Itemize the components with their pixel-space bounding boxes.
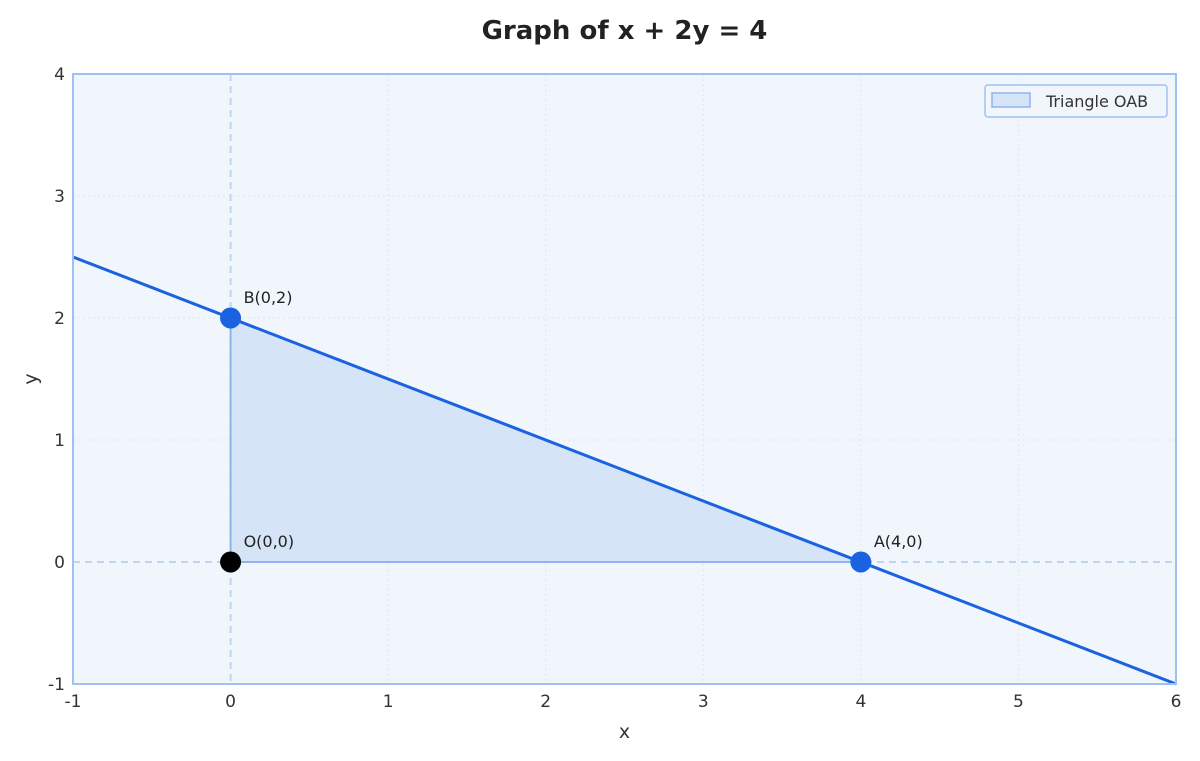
- y-tick-label: 0: [54, 553, 65, 573]
- x-tick-label: 0: [225, 692, 236, 712]
- x-tick-label: 3: [698, 692, 709, 712]
- equation-line: [72, 255, 1177, 686]
- y-tick-label: -1: [48, 675, 65, 695]
- point-label-o: O(0,0): [244, 532, 295, 551]
- point-o: [220, 551, 242, 573]
- y-tick-label: 1: [54, 431, 65, 451]
- point-label-b: B(0,2): [244, 288, 293, 307]
- legend: Triangle OAB: [984, 84, 1168, 118]
- y-tick-label: 2: [54, 309, 65, 329]
- tick-labels: -1 0 1 2 3 4 5 6 -1 0 1 2 3 4: [48, 65, 1181, 712]
- plot-frame: [72, 73, 1177, 685]
- x-tick-label: -1: [65, 692, 82, 712]
- legend-label-triangle-oab: Triangle OAB: [1045, 92, 1148, 111]
- x-tick-label: 4: [855, 692, 866, 712]
- y-tick-label: 3: [54, 187, 65, 207]
- x-tick-label: 1: [383, 692, 394, 712]
- x-tick-label: 2: [540, 692, 551, 712]
- x-tick-label: 5: [1013, 692, 1024, 712]
- y-axis-label: y: [20, 373, 42, 384]
- points: O(0,0) A(4,0) B(0,2): [220, 288, 923, 573]
- y-tick-label: 4: [54, 65, 65, 85]
- point-b: [220, 307, 242, 329]
- x-axis-label: x: [619, 721, 630, 743]
- point-label-a: A(4,0): [874, 532, 923, 551]
- chart-title: Graph of x + 2y = 4: [482, 16, 768, 46]
- grid-lines: [73, 74, 1176, 684]
- point-a: [850, 551, 872, 573]
- x-tick-label: 6: [1171, 692, 1182, 712]
- legend-swatch-triangle-oab: [991, 92, 1031, 108]
